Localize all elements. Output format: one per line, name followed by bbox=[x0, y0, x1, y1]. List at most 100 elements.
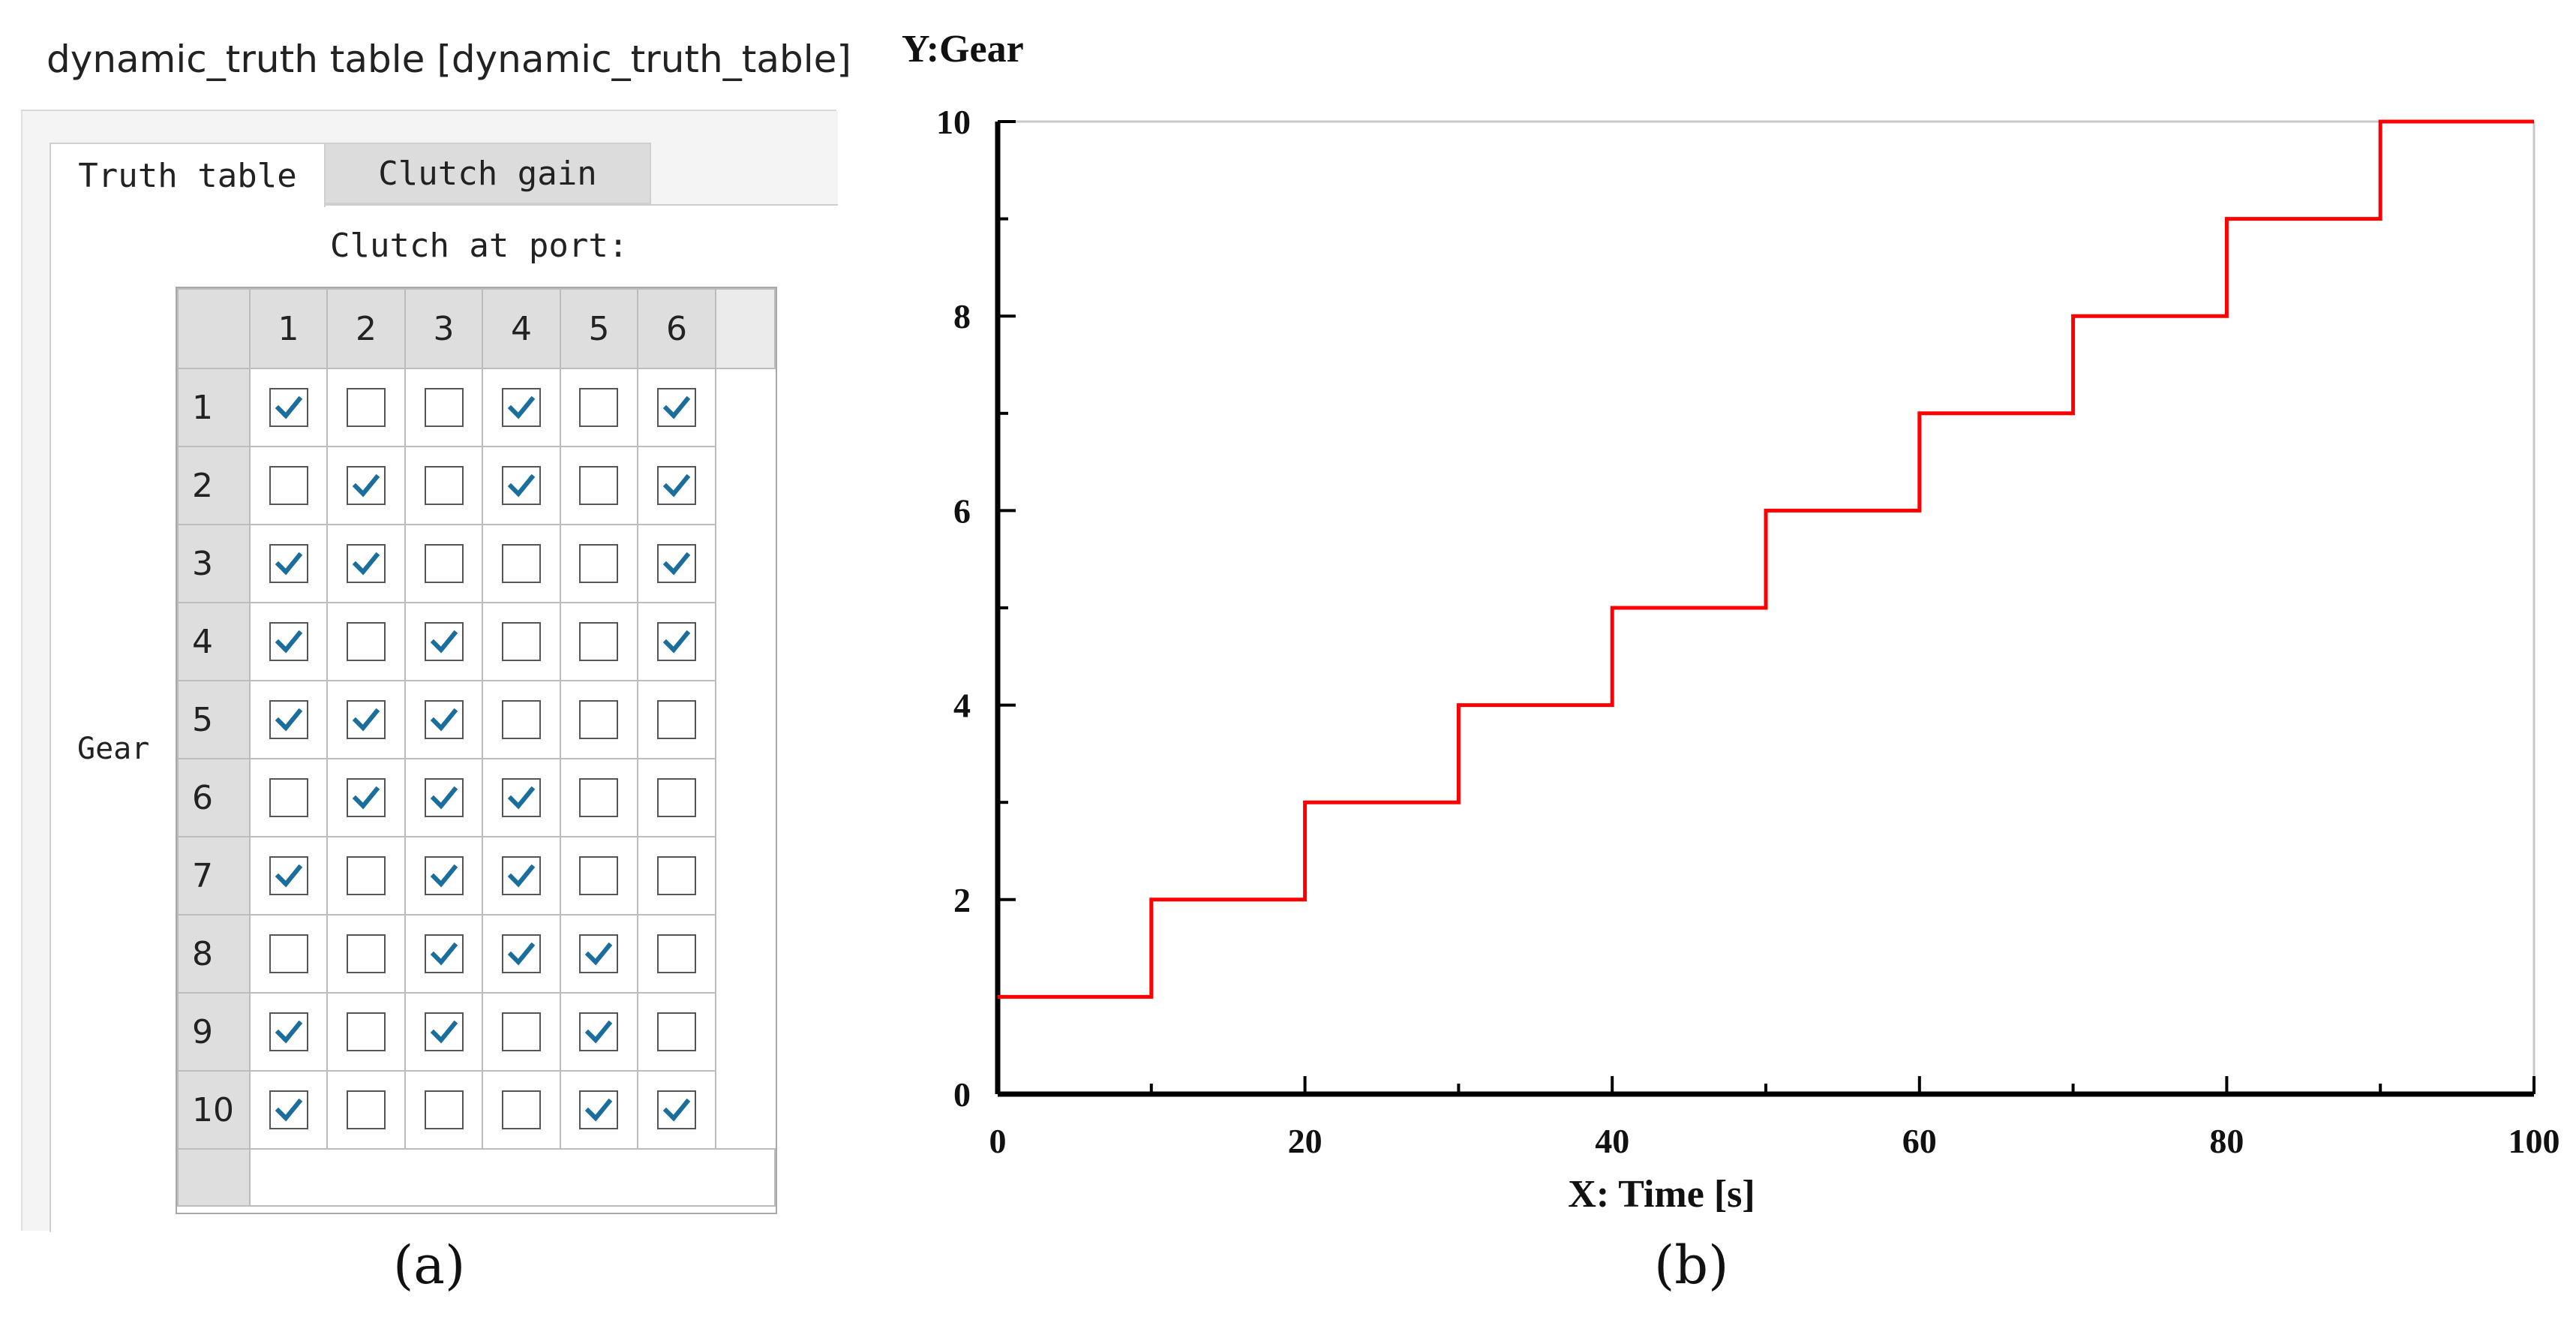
cell-gear-2-port-4 bbox=[482, 446, 561, 525]
clutch-checkbox[interactable] bbox=[347, 934, 386, 973]
clutch-checkbox[interactable] bbox=[579, 700, 619, 739]
clutch-checkbox[interactable] bbox=[579, 1090, 619, 1129]
clutch-checkbox[interactable] bbox=[579, 1012, 619, 1051]
clutch-checkbox[interactable] bbox=[347, 856, 386, 895]
clutch-checkbox[interactable] bbox=[347, 622, 386, 661]
clutch-checkbox[interactable] bbox=[347, 1090, 386, 1129]
gear-row-10: 10 bbox=[177, 1070, 775, 1150]
clutch-checkbox[interactable] bbox=[656, 466, 696, 505]
check-icon bbox=[662, 552, 691, 576]
clutch-checkbox[interactable] bbox=[424, 388, 464, 427]
cell-gear-2-port-5 bbox=[559, 446, 639, 525]
cell-gear-6-port-5 bbox=[559, 758, 639, 837]
gear-header-9: 9 bbox=[177, 992, 251, 1072]
clutch-checkbox[interactable] bbox=[501, 934, 541, 973]
cell-gear-4-port-1 bbox=[248, 602, 329, 681]
check-icon bbox=[352, 474, 380, 498]
clutch-checkbox[interactable] bbox=[347, 700, 386, 739]
cell-gear-6-port-1 bbox=[248, 758, 329, 837]
clutch-checkbox[interactable] bbox=[656, 778, 696, 817]
clutch-checkbox[interactable] bbox=[656, 700, 696, 739]
cell-gear-1-port-1 bbox=[248, 368, 329, 447]
check-icon bbox=[275, 552, 302, 576]
y-tick-label: 10 bbox=[936, 103, 971, 141]
clutch-checkbox[interactable] bbox=[501, 388, 541, 427]
gear-row-9: 9 bbox=[177, 992, 775, 1072]
gear-header-4: 4 bbox=[177, 602, 251, 681]
check-icon bbox=[430, 708, 458, 732]
clutch-checkbox[interactable] bbox=[424, 778, 464, 817]
clutch-checkbox[interactable] bbox=[424, 1090, 464, 1129]
cell-gear-4-port-2 bbox=[326, 602, 406, 681]
cell-gear-9-port-1 bbox=[248, 992, 329, 1072]
clutch-checkbox[interactable] bbox=[269, 388, 308, 427]
clutch-checkbox[interactable] bbox=[579, 466, 619, 505]
clutch-checkbox[interactable] bbox=[501, 700, 541, 739]
clutch-checkbox[interactable] bbox=[269, 1012, 308, 1051]
clutch-checkbox[interactable] bbox=[501, 544, 541, 583]
check-icon bbox=[275, 864, 302, 888]
clutch-checkbox[interactable] bbox=[269, 778, 308, 817]
clutch-checkbox[interactable] bbox=[424, 466, 464, 505]
clutch-checkbox[interactable] bbox=[656, 934, 696, 973]
clutch-checkbox[interactable] bbox=[424, 934, 464, 973]
clutch-checkbox[interactable] bbox=[656, 388, 696, 427]
clutch-checkbox[interactable] bbox=[424, 1012, 464, 1051]
clutch-checkbox[interactable] bbox=[269, 1090, 308, 1129]
clutch-checkbox[interactable] bbox=[424, 544, 464, 583]
cell-gear-1-port-4 bbox=[482, 368, 561, 447]
clutch-checkbox[interactable] bbox=[347, 544, 386, 583]
title-divider bbox=[21, 110, 836, 111]
clutch-checkbox[interactable] bbox=[501, 622, 541, 661]
clutch-checkbox[interactable] bbox=[656, 1090, 696, 1129]
clutch-checkbox[interactable] bbox=[269, 856, 308, 895]
cell-gear-2-port-2 bbox=[326, 446, 406, 525]
clutch-checkbox[interactable] bbox=[656, 856, 696, 895]
clutch-checkbox[interactable] bbox=[347, 388, 386, 427]
y-tick-group: 0 2 4 6 8 10 bbox=[936, 103, 1016, 1114]
clutch-checkbox[interactable] bbox=[424, 856, 464, 895]
cell-gear-10-port-3 bbox=[404, 1070, 484, 1150]
cell-gear-8-port-6 bbox=[637, 914, 716, 994]
clutch-checkbox[interactable] bbox=[579, 856, 619, 895]
tab-truth-table[interactable]: Truth table bbox=[50, 143, 326, 207]
cell-gear-1-port-3 bbox=[404, 368, 484, 447]
tab-clutch-gain[interactable]: Clutch gain bbox=[326, 143, 651, 204]
clutch-checkbox[interactable] bbox=[501, 466, 541, 505]
clutch-checkbox[interactable] bbox=[579, 934, 619, 973]
clutch-checkbox[interactable] bbox=[579, 622, 619, 661]
clutch-checkbox[interactable] bbox=[424, 622, 464, 661]
clutch-checkbox[interactable] bbox=[501, 856, 541, 895]
cell-gear-6-port-4 bbox=[482, 758, 561, 837]
clutch-checkbox[interactable] bbox=[579, 778, 619, 817]
clutch-checkbox[interactable] bbox=[501, 1090, 541, 1129]
cell-gear-3-port-3 bbox=[404, 524, 484, 603]
check-icon bbox=[507, 474, 536, 498]
gear-step-chart: 0 20 40 60 80 100 0 2 4 6 8 10 Y:Gear X: Time [s] bbox=[902, 28, 2560, 1216]
clutch-checkbox[interactable] bbox=[269, 700, 308, 739]
clutch-checkbox[interactable] bbox=[269, 544, 308, 583]
clutch-checkbox[interactable] bbox=[656, 622, 696, 661]
clutch-checkbox[interactable] bbox=[269, 622, 308, 661]
clutch-checkbox[interactable] bbox=[501, 1012, 541, 1051]
gear-axis-label: Gear bbox=[77, 732, 150, 766]
gear-row-3: 3 bbox=[177, 524, 775, 603]
clutch-checkbox[interactable] bbox=[269, 934, 308, 973]
clutch-checkbox[interactable] bbox=[269, 466, 308, 505]
cell-gear-7-port-1 bbox=[248, 836, 329, 916]
y-tick-label: 4 bbox=[953, 687, 971, 725]
clutch-checkbox[interactable] bbox=[579, 544, 619, 583]
clutch-checkbox[interactable] bbox=[424, 700, 464, 739]
clutch-checkbox[interactable] bbox=[579, 388, 619, 427]
clutch-checkbox[interactable] bbox=[656, 544, 696, 583]
cell-gear-7-port-5 bbox=[559, 836, 639, 916]
clutch-checkbox[interactable] bbox=[347, 1012, 386, 1051]
clutch-checkbox[interactable] bbox=[347, 466, 386, 505]
gear-row-8: 8 bbox=[177, 914, 775, 994]
cell-gear-7-port-6 bbox=[637, 836, 716, 916]
clutch-checkbox[interactable] bbox=[347, 778, 386, 817]
clutch-checkbox[interactable] bbox=[656, 1012, 696, 1051]
clutch-checkbox[interactable] bbox=[501, 778, 541, 817]
port-header-4: 4 bbox=[482, 288, 561, 369]
cell-gear-6-port-3 bbox=[404, 758, 484, 837]
